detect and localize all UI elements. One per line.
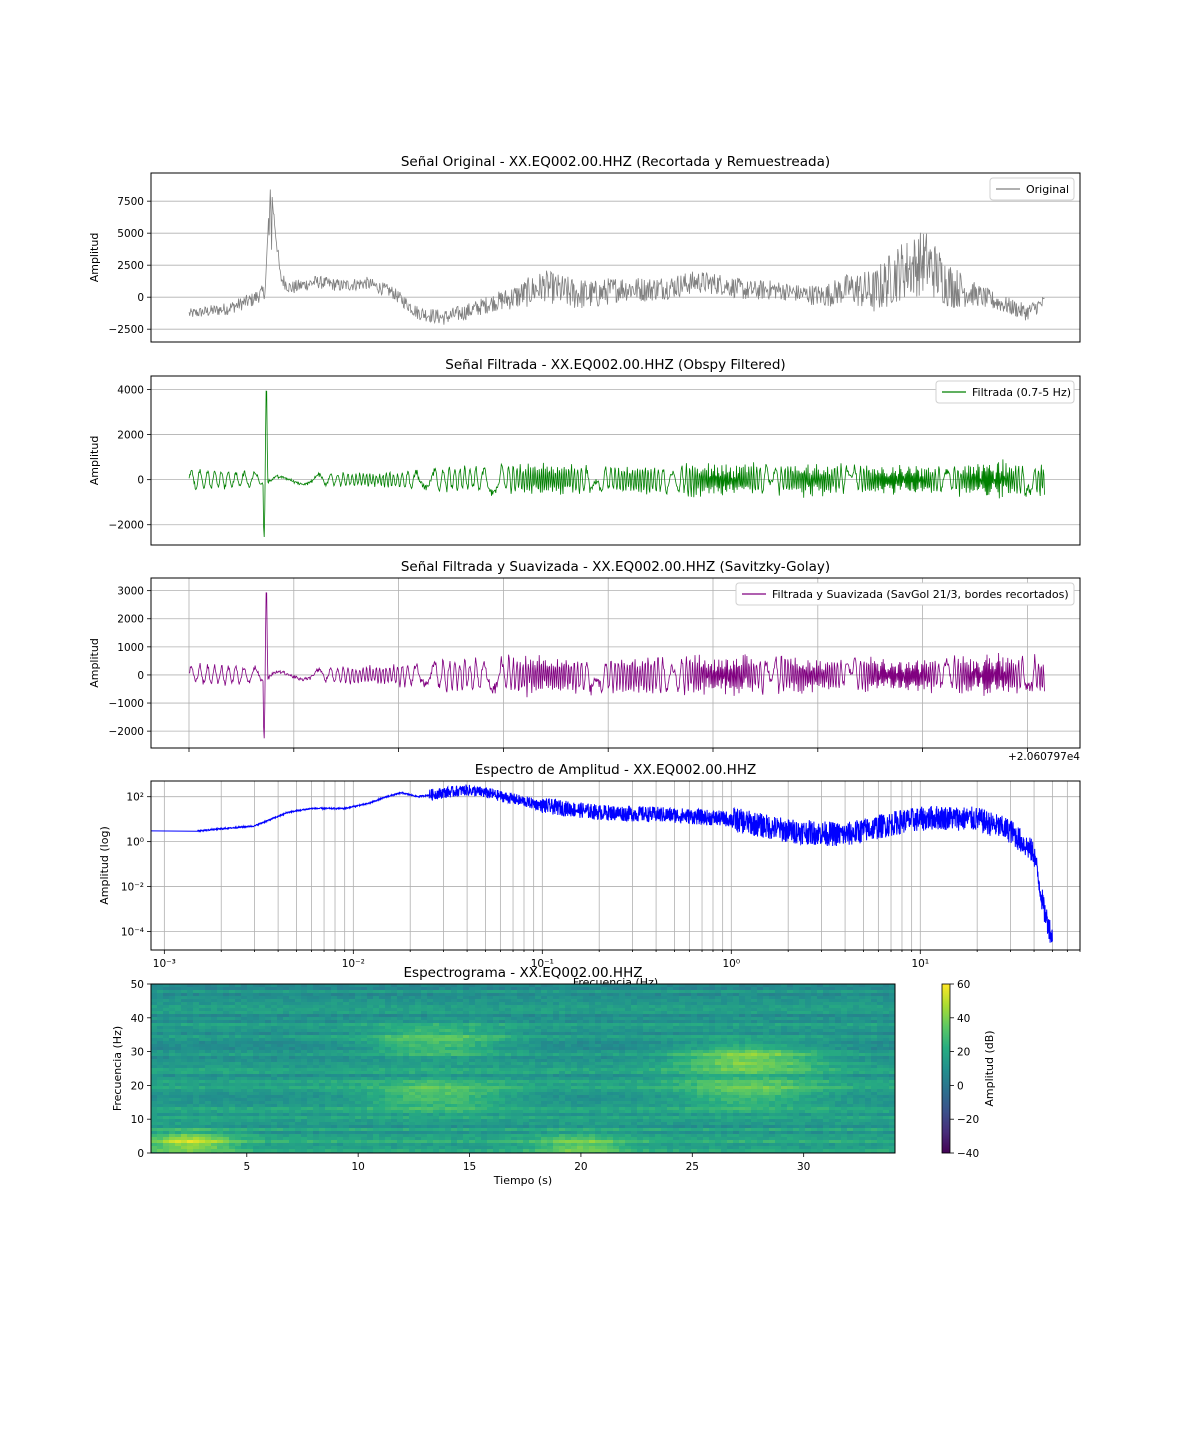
panel-2: −2000 −1000 0 1000 2000 3000 Señal Filtrada y … xyxy=(88,559,1081,763)
y-axis-label: Amplitud (log) xyxy=(98,826,111,904)
x-tick-label: 30 xyxy=(797,1161,810,1173)
colorbar-tick-label: 40 xyxy=(957,1013,970,1025)
panel-0: −2500 0 2500 5000 7500 Señal Original - XX.EQ… xyxy=(88,154,1081,343)
colorbar-frame xyxy=(941,983,951,1154)
y-tick-label: −2000 xyxy=(108,726,144,738)
y-axis-label: Amplitud xyxy=(88,233,101,283)
colorbar-tick-label: 0 xyxy=(957,1080,964,1092)
spectrogram-cells xyxy=(151,984,895,1153)
y-axis-label: Frecuencia (Hz) xyxy=(111,1026,124,1111)
y-tick-label: 0 xyxy=(137,475,144,487)
y-tick-label: −2000 xyxy=(108,520,144,532)
y-tick-label: 0 xyxy=(137,670,144,682)
y-tick-label: 10⁰ xyxy=(126,837,144,849)
legend-box xyxy=(935,380,1075,404)
colorbar-tick-label: −20 xyxy=(957,1114,979,1126)
x-tick-label: 10 xyxy=(351,1161,364,1173)
y-tick-label: 0 xyxy=(137,1148,144,1160)
axes-frame xyxy=(150,780,1081,951)
legend: Original xyxy=(989,177,1075,201)
colorbar-tick-label: 60 xyxy=(957,979,970,991)
x-tick-label: 25 xyxy=(686,1161,699,1173)
x-tick-label: 10⁻³ xyxy=(153,958,176,970)
offset-label: +2.060797e4 xyxy=(1008,751,1080,763)
axes-frame xyxy=(150,983,896,1154)
x-tick-label: 20 xyxy=(574,1161,587,1173)
y-tick-label: 20 xyxy=(131,1080,144,1092)
legend-box xyxy=(735,582,1075,606)
legend-label: Filtrada (0.7-5 Hz) xyxy=(972,386,1071,399)
y-tick-label: 10 xyxy=(131,1114,144,1126)
series-line xyxy=(188,390,1045,538)
y-tick-label: 10⁻⁴ xyxy=(121,926,144,938)
y-tick-label: 30 xyxy=(131,1047,144,1059)
y-tick-label: 2000 xyxy=(117,614,144,626)
x-tick-label: 10⁰ xyxy=(723,958,741,970)
colorbar: −40 −20 0 20 40 60 Amplitud (dB) xyxy=(941,979,996,1160)
chart-title: Señal Original - XX.EQ002.00.HHZ (Recort… xyxy=(401,154,830,170)
y-tick-label: 2500 xyxy=(117,260,144,272)
series-line xyxy=(188,592,1045,739)
colorbar-label: Amplitud (dB) xyxy=(983,1030,996,1106)
legend-label: Original xyxy=(1026,183,1069,196)
y-tick-label: 2000 xyxy=(117,430,144,442)
axes-frame xyxy=(150,577,1081,749)
x-tick-label: 10⁻¹ xyxy=(531,958,554,970)
x-tick-label: 10⁻² xyxy=(342,958,365,970)
colorbar-tick-label: −40 xyxy=(957,1148,979,1160)
chart-title: Señal Filtrada - XX.EQ002.00.HHZ (Obspy … xyxy=(445,357,785,373)
y-tick-label: 1000 xyxy=(117,642,144,654)
y-tick-label: 0 xyxy=(137,292,144,304)
panel-1: −2000 0 2000 4000 Señal Filtrada - XX.EQ002.… xyxy=(88,357,1081,546)
x-tick-label: 15 xyxy=(463,1161,476,1173)
chart-title: Espectro de Amplitud - XX.EQ002.00.HHZ xyxy=(475,762,756,778)
y-tick-label: 7500 xyxy=(117,196,144,208)
series-line xyxy=(150,784,1053,943)
axes-frame xyxy=(150,172,1081,343)
y-tick-label: 40 xyxy=(131,1013,144,1025)
y-tick-label: 3000 xyxy=(117,586,144,598)
legend: Filtrada y Suavizada (SavGol 21/3, borde… xyxy=(735,582,1075,606)
y-tick-label: 5000 xyxy=(117,228,144,240)
legend-label: Filtrada y Suavizada (SavGol 21/3, borde… xyxy=(772,588,1069,601)
legend: Filtrada (0.7-5 Hz) xyxy=(935,380,1075,404)
y-tick-label: −2500 xyxy=(108,324,144,336)
y-axis-label: Amplitud xyxy=(88,638,101,688)
chart-title: Señal Filtrada y Suavizada - XX.EQ002.00… xyxy=(401,559,830,575)
y-tick-label: 50 xyxy=(131,979,144,991)
y-tick-label: −1000 xyxy=(108,698,144,710)
x-tick-label: 5 xyxy=(243,1161,250,1173)
x-axis-label: Tiempo (s) xyxy=(493,1174,552,1187)
y-tick-label: 10⁻² xyxy=(121,882,144,894)
y-axis-label: Amplitud xyxy=(88,436,101,486)
series-line xyxy=(188,189,1045,325)
colorbar-tick-label: 20 xyxy=(957,1047,970,1059)
legend-box xyxy=(989,177,1075,201)
y-tick-label: 10² xyxy=(126,792,144,804)
x-tick-label: 10¹ xyxy=(911,958,929,970)
axes-frame xyxy=(150,375,1081,546)
y-tick-label: 4000 xyxy=(117,385,144,397)
chart-title: Espectrograma - XX.EQ002.00.HHZ xyxy=(404,965,643,981)
panel-3: 10⁻³ 10⁻² 10⁻¹ 10⁰ 10¹ 10⁻⁴ 10⁻² 10⁰ 10² Espectro… xyxy=(98,762,1081,989)
panel-4: 5 10 15 20 25 30 0 10 20 30 40 50 Espectrograma - XX… xyxy=(111,965,996,1187)
